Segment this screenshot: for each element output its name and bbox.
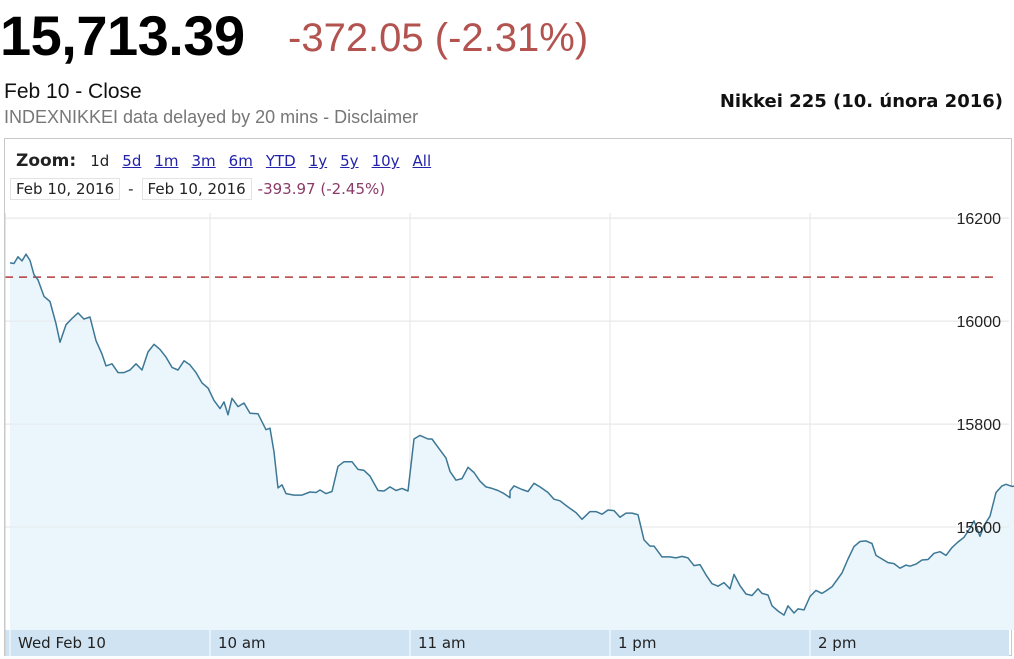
zoom-option-1m[interactable]: 1m bbox=[154, 152, 179, 170]
disclaimer-link[interactable]: Disclaimer bbox=[334, 107, 419, 127]
time-axis-band bbox=[5, 630, 1009, 656]
zoom-option-ytd[interactable]: YTD bbox=[265, 152, 296, 170]
x-tick-label: 11 am bbox=[418, 634, 466, 652]
zoom-option-5y[interactable]: 5y bbox=[340, 152, 359, 170]
x-tick-label: 2 pm bbox=[818, 634, 856, 652]
price-area bbox=[10, 254, 1014, 630]
zoom-option-1d[interactable]: 1d bbox=[90, 152, 110, 170]
delay-text: data delayed by 20 mins - bbox=[118, 107, 335, 127]
x-tick-label: 1 pm bbox=[618, 634, 656, 652]
y-tick-label: 16200 bbox=[957, 211, 1002, 228]
zoom-option-5d[interactable]: 5d bbox=[122, 152, 142, 170]
zoom-option-1y[interactable]: 1y bbox=[308, 152, 328, 170]
zoom-option-10y[interactable]: 10y bbox=[371, 152, 400, 170]
date-range-bar: Feb 10, 2016 - Feb 10, 2016 -393.97 (-2.… bbox=[10, 178, 385, 200]
zoom-controls: Zoom: 1d 5d 1m 3m 6m YTD 1y 5y 10y All bbox=[16, 151, 444, 171]
zoom-option-3m[interactable]: 3m bbox=[191, 152, 216, 170]
chart-annotation-title: Nikkei 225 (10. února 2016) bbox=[719, 91, 1003, 112]
range-separator: - bbox=[128, 180, 134, 198]
y-tick-label: 16000 bbox=[957, 314, 1002, 331]
x-tick-label: Wed Feb 10 bbox=[18, 634, 106, 652]
index-price: 15,713.39 bbox=[0, 4, 245, 67]
zoom-label: Zoom: bbox=[16, 151, 77, 171]
range-end-date[interactable]: Feb 10, 2016 bbox=[141, 178, 252, 200]
range-change: -393.97 (-2.45%) bbox=[257, 180, 386, 198]
x-tick-label: 10 am bbox=[218, 634, 266, 652]
close-date-label: Feb 10 - Close bbox=[4, 80, 142, 103]
zoom-option-6m[interactable]: 6m bbox=[228, 152, 253, 170]
ticker-symbol: INDEXNIKKEI bbox=[4, 107, 119, 127]
zoom-option-all[interactable]: All bbox=[412, 152, 432, 170]
data-source-note: INDEXNIKKEI data delayed by 20 mins - Di… bbox=[4, 106, 418, 128]
price-line bbox=[9, 253, 1014, 616]
price-change: -372.05 (-2.31%) bbox=[288, 16, 589, 60]
y-tick-label: 15600 bbox=[957, 520, 1002, 537]
range-start-date[interactable]: Feb 10, 2016 bbox=[10, 178, 121, 200]
y-tick-label: 15800 bbox=[957, 417, 1002, 434]
